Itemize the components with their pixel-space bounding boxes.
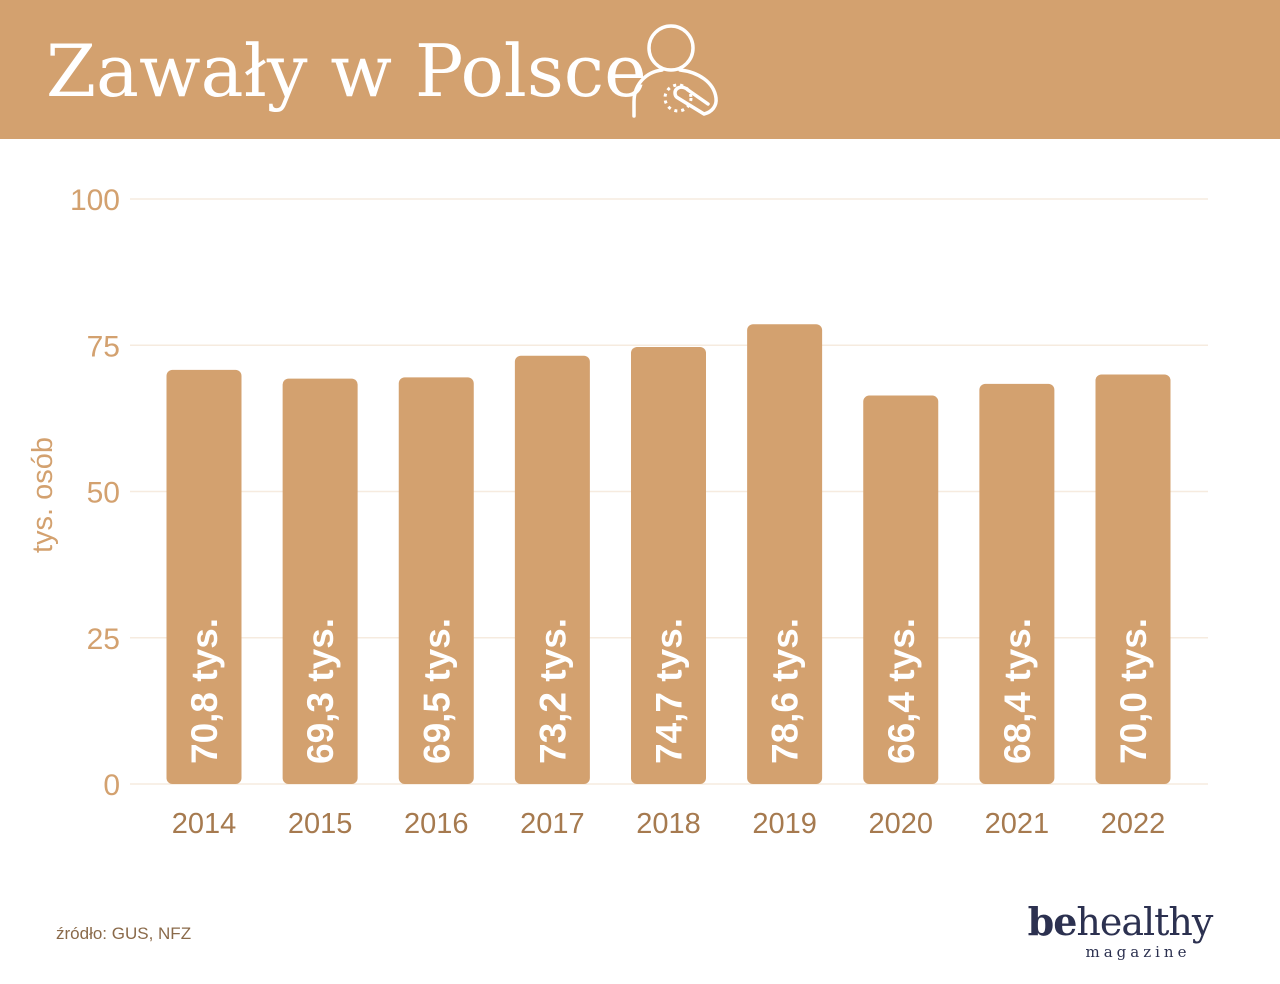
bar-2022 xyxy=(1095,374,1171,784)
x-tick-label: 2015 xyxy=(288,808,353,840)
bar-2021 xyxy=(979,383,1055,784)
y-tick-label: 100 xyxy=(70,184,120,217)
logo-bold: be xyxy=(1027,899,1078,944)
y-tick-label: 25 xyxy=(87,623,120,656)
y-tick-label: 75 xyxy=(87,330,120,363)
bar-2016 xyxy=(398,377,474,784)
bar-2020 xyxy=(863,395,939,784)
logo-rest: healthy xyxy=(1076,900,1213,944)
bar-2018 xyxy=(631,347,706,784)
logo-wordmark: behealthy xyxy=(1020,899,1220,945)
data-label: 69,5 tys. xyxy=(416,618,457,764)
bar-2015 xyxy=(282,378,358,784)
data-label: 68,4 tys. xyxy=(997,618,1038,764)
data-label: 69,3 tys. xyxy=(300,618,341,764)
x-tick-label: 2019 xyxy=(752,808,817,840)
x-axis-ticks: 2014 2015 2016 2017 2018 2019 2020 2021 2022 xyxy=(172,808,1166,840)
x-tick-label: 2016 xyxy=(404,808,469,840)
bars: 70,8 tys. 69,3 tys. 69,5 tys. 73,2 tys. 74,7… xyxy=(166,324,1171,784)
data-label: 74,7 tys. xyxy=(649,618,690,764)
bar-2019 xyxy=(747,324,823,784)
brand-logo: behealthy magazine xyxy=(1020,899,1220,961)
data-label: 78,6 tys. xyxy=(765,618,806,764)
page-title: Zawały w Polsce xyxy=(46,29,647,113)
logo-subtitle: magazine xyxy=(1085,943,1191,961)
data-label: 70,0 tys. xyxy=(1113,618,1154,764)
bar-chart: 0 25 50 75 100 tys. osób 70,8 tys. 69,3 tys. 6… xyxy=(27,184,1208,840)
bar-2014 xyxy=(166,369,242,784)
x-tick-label: 2014 xyxy=(172,808,237,840)
data-label: 66,4 tys. xyxy=(881,618,922,764)
data-label: 70,8 tys. xyxy=(184,618,225,764)
y-axis-label: tys. osób xyxy=(27,437,59,553)
header-banner: Zawały w Polsce xyxy=(0,0,1280,139)
data-label: 73,2 tys. xyxy=(532,618,573,764)
person-heart-icon xyxy=(632,24,718,118)
x-tick-label: 2020 xyxy=(868,808,933,840)
x-tick-label: 2017 xyxy=(520,808,585,840)
y-axis-ticks: 0 25 50 75 100 xyxy=(70,184,120,802)
x-tick-label: 2018 xyxy=(636,808,701,840)
y-tick-label: 50 xyxy=(87,477,120,510)
x-tick-label: 2021 xyxy=(985,808,1050,840)
y-tick-label: 0 xyxy=(103,769,120,802)
x-tick-label: 2022 xyxy=(1101,808,1166,840)
bar-2017 xyxy=(514,355,590,784)
source-note: źródło: GUS, NFZ xyxy=(56,924,192,943)
